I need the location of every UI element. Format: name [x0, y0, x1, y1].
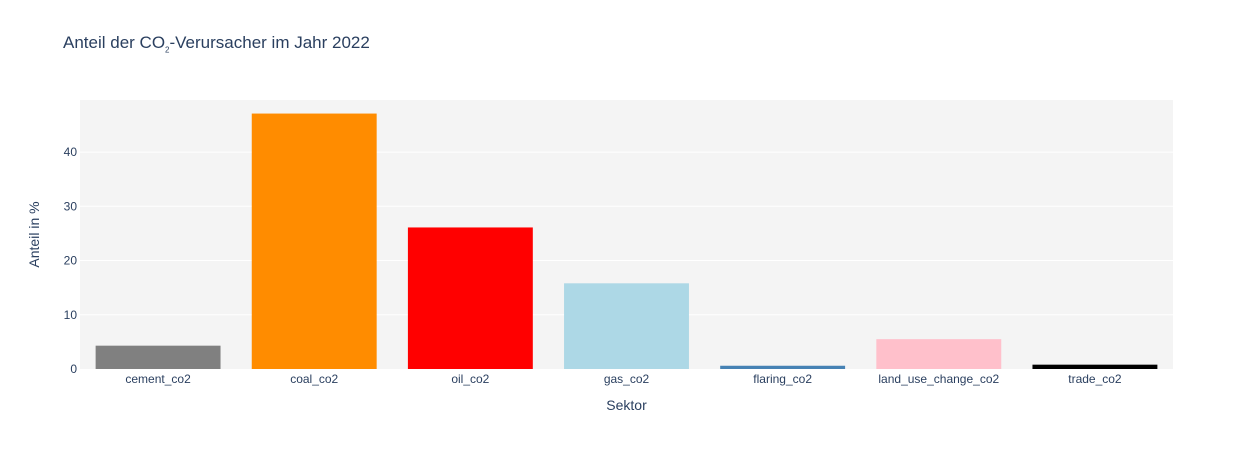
x-axis-ticks: cement_co2 coal_co2 oil_co2 gas_co2 flaring_… [125, 372, 1122, 386]
chart-title-prefix: Anteil der CO [63, 33, 166, 52]
chart-title: Anteil der CO2-Verursacher im Jahr 2022 [63, 33, 370, 54]
x-tick-label: flaring_co2 [753, 372, 812, 386]
y-tick-label: 0 [70, 362, 77, 376]
bar-land-use-change-co2[interactable] [876, 339, 1002, 369]
chart-title-suffix: -Verursacher im Jahr 2022 [169, 33, 370, 52]
bar-gas-co2[interactable] [564, 283, 689, 369]
y-tick-label: 40 [64, 145, 78, 159]
bar-coal-co2[interactable] [251, 113, 377, 369]
y-axis-title: Anteil in % [26, 201, 42, 267]
x-tick-label: coal_co2 [290, 372, 338, 386]
x-tick-label: land_use_change_co2 [878, 372, 999, 386]
y-tick-label: 20 [64, 254, 78, 268]
x-tick-label: oil_co2 [451, 372, 489, 386]
bar-cement-co2[interactable] [95, 345, 221, 369]
x-tick-label: gas_co2 [604, 372, 650, 386]
chart-title-subscript: 2 [165, 45, 170, 55]
x-tick-label: trade_co2 [1068, 372, 1122, 386]
y-tick-label: 10 [64, 308, 78, 322]
y-axis-ticks: 0 10 20 30 40 [64, 145, 78, 376]
bar-trade-co2[interactable] [1032, 364, 1158, 369]
y-tick-label: 30 [64, 199, 78, 213]
x-axis-title: Sektor [606, 397, 647, 413]
bar-flaring-co2[interactable] [720, 365, 846, 369]
x-tick-label: cement_co2 [125, 372, 191, 386]
bar-oil-co2[interactable] [407, 227, 533, 369]
bars [95, 113, 1158, 369]
